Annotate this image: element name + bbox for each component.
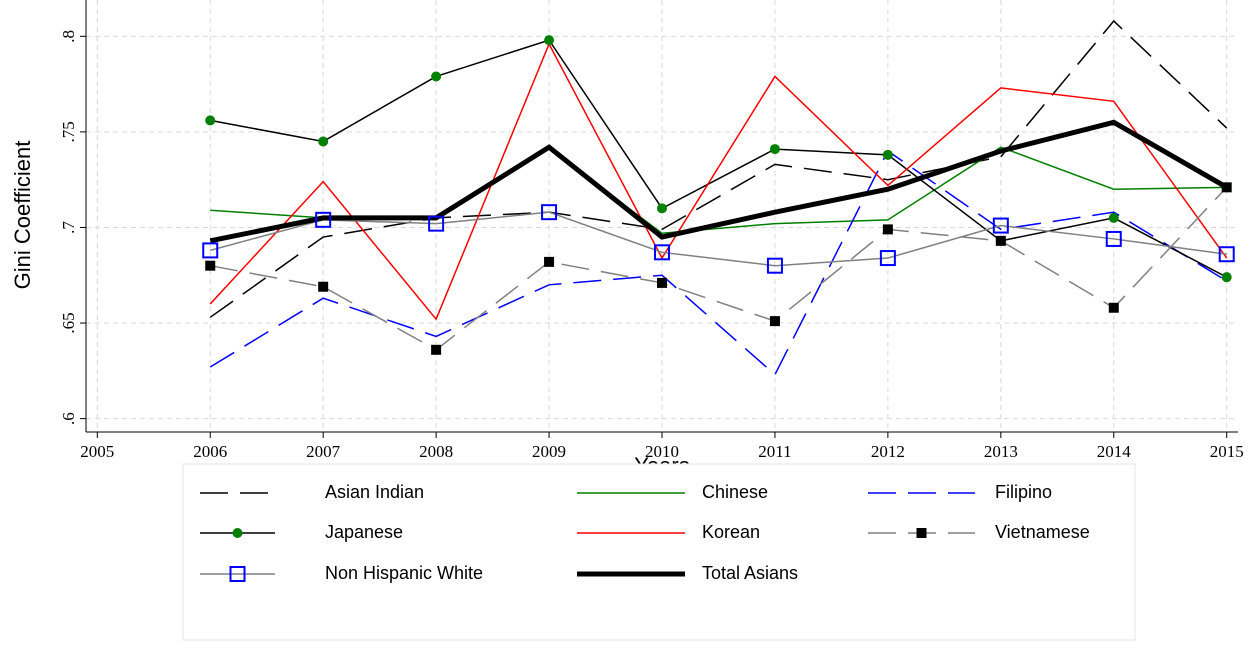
legend-label: Vietnamese bbox=[995, 522, 1090, 542]
marker bbox=[232, 528, 243, 538]
x-tick-label: 2013 bbox=[984, 442, 1018, 461]
series-line bbox=[210, 186, 1228, 351]
marker bbox=[654, 244, 670, 261]
y-tick-label: .8 bbox=[59, 30, 78, 43]
marker bbox=[1221, 182, 1232, 193]
legend-label: Chinese bbox=[702, 482, 768, 502]
legend-label: Total Asians bbox=[702, 563, 798, 583]
legend-label: Japanese bbox=[325, 522, 403, 542]
marker bbox=[657, 277, 667, 288]
marker bbox=[318, 136, 329, 147]
x-tick-label: 2006 bbox=[193, 442, 227, 461]
series-line bbox=[210, 39, 1228, 278]
legend-label: Asian Indian bbox=[325, 482, 424, 502]
marker bbox=[657, 203, 667, 214]
x-tick-label: 2012 bbox=[871, 442, 905, 461]
x-tick-label: 2014 bbox=[1097, 442, 1132, 461]
marker bbox=[205, 260, 216, 271]
marker bbox=[1218, 246, 1235, 263]
x-tick-label: 2007 bbox=[306, 442, 341, 461]
marker bbox=[766, 257, 783, 274]
marker bbox=[882, 224, 893, 235]
series-line bbox=[209, 19, 1228, 318]
series-line bbox=[210, 211, 1227, 267]
marker bbox=[428, 215, 445, 232]
marker bbox=[315, 211, 332, 228]
marker bbox=[1108, 212, 1119, 223]
y-axis-title: Gini Coefficient bbox=[10, 141, 35, 290]
marker bbox=[205, 115, 216, 126]
y-tick-label: .75 bbox=[59, 121, 78, 142]
legend-label: Korean bbox=[702, 522, 760, 542]
marker bbox=[541, 204, 558, 221]
x-tick-label: 2008 bbox=[419, 442, 453, 461]
marker bbox=[229, 566, 246, 582]
marker bbox=[544, 256, 555, 267]
legend-label: Non Hispanic White bbox=[325, 563, 483, 583]
x-tick-label: 2010 bbox=[645, 442, 679, 461]
marker bbox=[769, 144, 780, 155]
marker bbox=[1108, 302, 1119, 313]
marker bbox=[431, 71, 442, 82]
y-tick-label: .6 bbox=[59, 412, 78, 425]
x-tick-label: 2015 bbox=[1210, 442, 1244, 461]
y-tick-label: .65 bbox=[59, 312, 78, 333]
x-tick-label: 2009 bbox=[532, 442, 566, 461]
series-line bbox=[209, 149, 1228, 376]
y-tick-label: .7 bbox=[59, 221, 78, 234]
legend-label: Filipino bbox=[995, 482, 1052, 502]
marker bbox=[882, 149, 893, 160]
marker bbox=[318, 281, 329, 292]
marker bbox=[992, 217, 1009, 234]
series-line bbox=[209, 42, 1228, 321]
marker bbox=[202, 242, 219, 259]
marker bbox=[1221, 272, 1232, 283]
marker bbox=[879, 250, 896, 267]
marker bbox=[544, 35, 555, 46]
series-line bbox=[209, 119, 1228, 244]
marker bbox=[769, 316, 780, 327]
marker bbox=[995, 235, 1006, 246]
x-tick-label: 2011 bbox=[758, 442, 791, 461]
x-tick-label: 2005 bbox=[80, 442, 114, 461]
marker bbox=[1105, 230, 1122, 247]
marker bbox=[916, 528, 927, 538]
marker bbox=[431, 344, 442, 355]
